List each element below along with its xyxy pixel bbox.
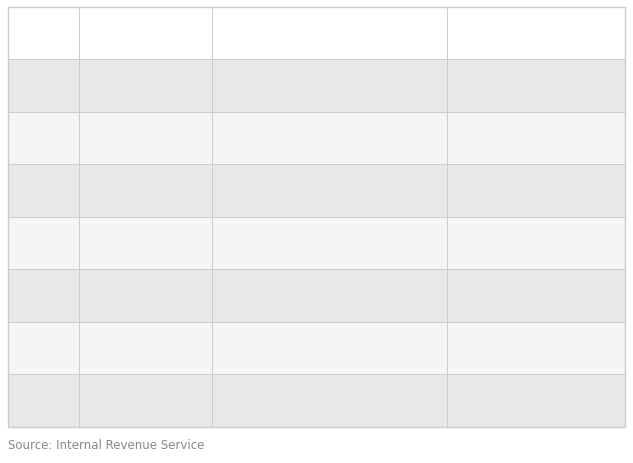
Text: 10%: 10%	[16, 67, 44, 80]
Text: $20,550 to $83,550: $20,550 to $83,550	[220, 119, 323, 133]
Text: $170,050 to
$215,950: $170,050 to $215,950	[454, 277, 531, 307]
Text: 37%: 37%	[16, 382, 44, 394]
Text: $431,900 to $647,850: $431,900 to $647,850	[220, 329, 339, 343]
Text: $83,550 to $178,150: $83,550 to $178,150	[220, 172, 332, 186]
Text: 35%: 35%	[16, 329, 44, 342]
Text: 12%: 12%	[16, 119, 44, 132]
Text: $215,950 to
$539,900: $215,950 to $539,900	[87, 329, 163, 360]
Text: $170,050 to
$215,950: $170,050 to $215,950	[87, 277, 164, 307]
Text: For Single Filers: For Single Filers	[87, 16, 201, 29]
Text: $10,275 to
$41,775: $10,275 to $41,775	[87, 119, 156, 150]
Text: $539,900 or
more: $539,900 or more	[454, 382, 531, 412]
Text: $647,850 or more: $647,850 or more	[220, 382, 333, 394]
Text: $0 to $20,550: $0 to $20,550	[220, 67, 285, 81]
Text: $0 to $14,650: $0 to $14,650	[454, 67, 520, 81]
Text: $55,900 to
$89,050: $55,900 to $89,050	[454, 172, 523, 202]
Text: Tax
Rate: Tax Rate	[16, 16, 49, 46]
Text: $89,075 to
$170,050: $89,075 to $170,050	[87, 224, 156, 255]
Text: $41,775 to
$89,075: $41,775 to $89,075	[87, 172, 156, 202]
Text: $215,950 to
$539,900: $215,950 to $539,900	[454, 329, 530, 360]
Text: $0 to $10,275: $0 to $10,275	[87, 67, 153, 81]
Text: $539,900 or
more: $539,900 or more	[87, 382, 164, 412]
Text: 32%: 32%	[16, 277, 44, 290]
Text: 24%: 24%	[16, 224, 44, 237]
Text: For Married Individuals
Filing Joint Returns: For Married Individuals Filing Joint Ret…	[220, 16, 382, 46]
Text: $178,150 to $340,100: $178,150 to $340,100	[220, 224, 339, 238]
Text: 22%: 22%	[16, 172, 44, 185]
Text: $89,050 to
$170,050: $89,050 to $170,050	[454, 224, 523, 255]
Text: $14,650 to
$55,900: $14,650 to $55,900	[454, 119, 523, 150]
Text: Source: Internal Revenue Service: Source: Internal Revenue Service	[8, 438, 204, 451]
Text: For Heads of
Households: For Heads of Households	[454, 16, 544, 46]
Text: $340,100 to $431,900: $340,100 to $431,900	[220, 277, 339, 291]
